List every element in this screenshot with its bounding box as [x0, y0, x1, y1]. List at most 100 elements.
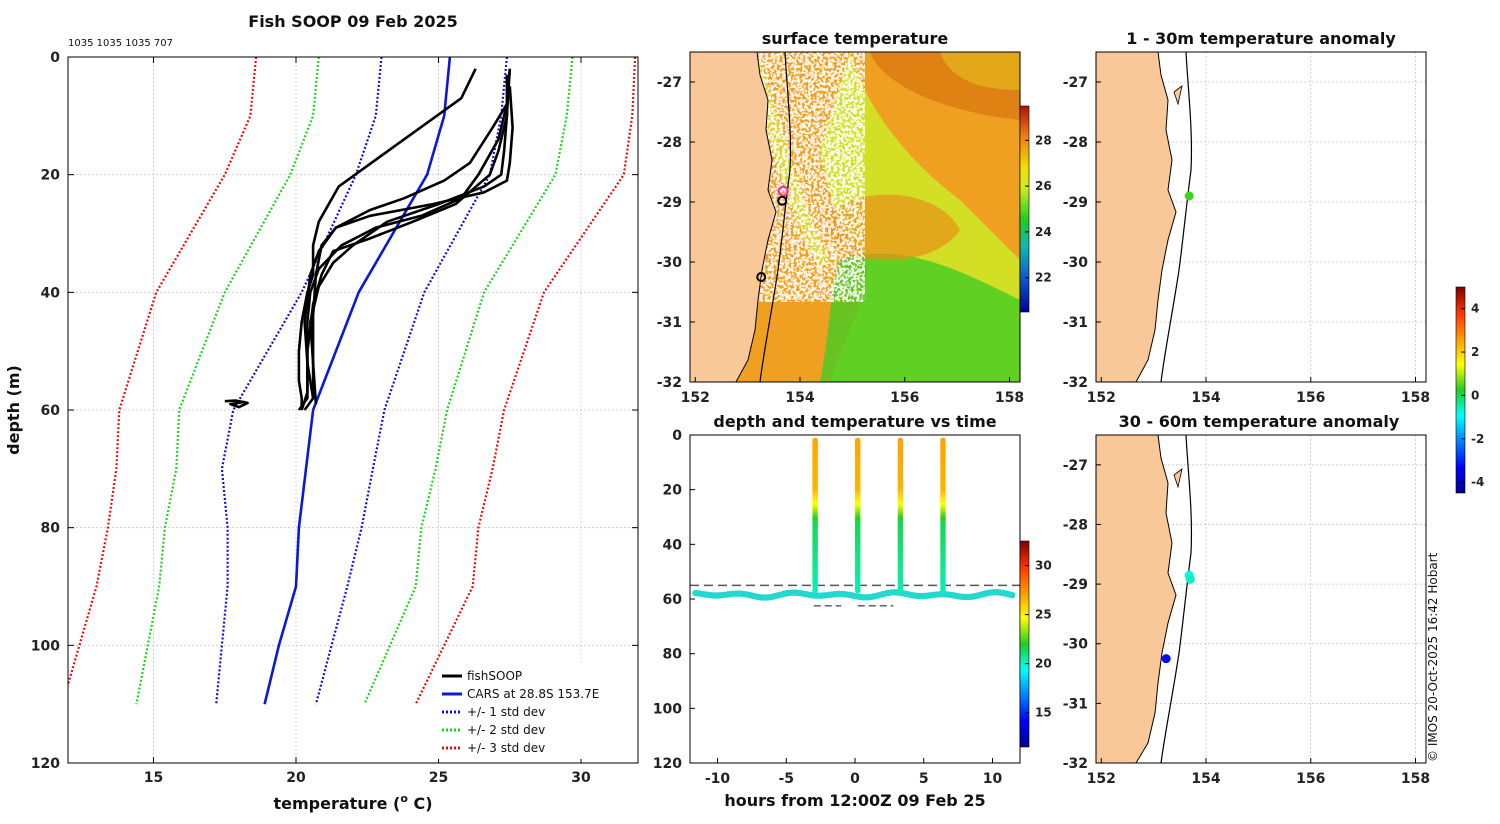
sst-cool-field	[820, 253, 1020, 382]
surface-isobath	[759, 52, 792, 382]
time-xtick: -5	[778, 771, 794, 787]
surface-xtick: 156	[890, 390, 919, 406]
time-colorbar	[1019, 540, 1030, 748]
profile-ytick: 120	[31, 756, 60, 772]
profile-series-line	[215, 57, 383, 705]
surface-cbar-tick: 22	[1035, 271, 1052, 285]
time-ytick: 80	[663, 647, 683, 663]
profile-subtitle: 1035 1035 1035 707	[68, 38, 173, 49]
profile-chart: Fish SOOP 09 Feb 2025 1035 1035 1035 707…	[4, 12, 639, 813]
anom2-xtick: 154	[1191, 771, 1220, 787]
anom1-ytick: -30	[1063, 255, 1089, 271]
anom1-ytick: -32	[1063, 375, 1088, 391]
profile-xtick: 20	[286, 770, 306, 786]
profile-title: Fish SOOP 09 Feb 2025	[248, 12, 457, 31]
profile-ytick: 0	[50, 50, 60, 66]
profile-series-line	[314, 57, 508, 705]
anom1-xtick: 154	[1191, 390, 1220, 406]
profile-legend: fishSOOP CARS at 28.8S 153.7E +/- 1 std …	[437, 662, 633, 759]
anom2-ytick: -27	[1063, 458, 1088, 474]
surface-temperature-map: surface temperature 152 154 156 158 -27 -28 -2…	[657, 29, 1052, 406]
anomaly-colorbar-bar	[1455, 286, 1466, 494]
surface-ytick: -29	[657, 195, 682, 211]
time-ytick: 60	[663, 592, 683, 608]
timestamp-label: © IMOS 20-Oct-2025 16:42 Hobart	[1426, 552, 1440, 762]
surface-pink-circle-marker	[777, 185, 789, 197]
anomaly-cbar-tick: -2	[1471, 432, 1484, 446]
profile-xlabel: temperature (o C)	[273, 792, 432, 813]
anomaly-cbar-tick: 0	[1471, 388, 1479, 402]
profile-series-line	[309, 74, 509, 399]
anom1-ytick: -28	[1063, 135, 1088, 151]
anomaly-map-30-60m: 30 - 60m temperature anomaly 152 154 156 15…	[1063, 412, 1430, 787]
profile-xtick: 25	[429, 770, 448, 786]
anom1-ytick: -29	[1063, 195, 1088, 211]
legend-label-cars: CARS at 28.8S 153.7E	[467, 687, 599, 701]
anomaly-colorbar: 4 2 0 -2 -4	[1455, 286, 1484, 494]
anom1-xtick: 158	[1401, 390, 1430, 406]
anom1-ytick: -27	[1063, 75, 1088, 91]
surface-ytick: -30	[657, 255, 683, 271]
profile-ytick: 20	[41, 168, 61, 184]
time-xtick: -10	[705, 771, 731, 787]
anom2-isobath	[1160, 435, 1193, 763]
profile-ytick: 60	[41, 403, 61, 419]
profile-series-line	[297, 103, 509, 411]
profile-series-line	[68, 57, 258, 689]
profile-series-line	[311, 86, 514, 405]
anom1-island	[1173, 85, 1183, 106]
surface-colorbar	[1019, 105, 1030, 313]
time-ytick: 100	[653, 701, 682, 717]
surface-cbar-tick: 26	[1035, 179, 1052, 193]
anomaly-cbar-tick: -4	[1471, 475, 1484, 489]
time-cast-point	[812, 587, 818, 594]
anom2-frame	[1095, 434, 1427, 764]
time-ytick: 0	[672, 428, 682, 444]
surface-ytick: -32	[657, 375, 682, 391]
profile-series-line	[263, 57, 452, 705]
anom1-land	[1096, 52, 1177, 382]
legend-box	[437, 662, 633, 759]
legend-label-std1: +/- 1 std dev	[467, 705, 545, 719]
anom2-ytick: -29	[1063, 577, 1088, 593]
time-cbar-tick: 15	[1035, 706, 1052, 720]
time-ytick: 40	[663, 537, 683, 553]
time-cbar-tick: 20	[1035, 657, 1052, 671]
profile-series-line	[414, 57, 637, 705]
surface-cbar-tick: 28	[1035, 133, 1052, 147]
profile-ylabel: depth (m)	[4, 365, 23, 455]
anom1-ytick: -31	[1063, 315, 1088, 331]
anom2-title: 30 - 60m temperature anomaly	[1119, 412, 1400, 431]
surface-ytick: -27	[657, 75, 682, 91]
time-title: depth and temperature vs time	[713, 412, 996, 431]
anomaly-cbar-tick: 4	[1471, 302, 1479, 316]
anom1-frame	[1095, 51, 1427, 383]
anom1-point	[1184, 191, 1194, 201]
surface-ytick: -31	[657, 315, 682, 331]
time-cast-point	[854, 587, 861, 594]
anom1-isobath	[1160, 52, 1193, 382]
time-xtick: 0	[850, 771, 860, 787]
anom2-ytick: -31	[1063, 696, 1088, 712]
anom2-xtick: 156	[1296, 771, 1325, 787]
anom2-island	[1173, 468, 1183, 489]
anom2-point	[1161, 654, 1171, 664]
profile-ytick: 40	[41, 285, 61, 301]
time-cast-point	[897, 587, 904, 594]
surface-xtick: 154	[785, 390, 814, 406]
anom2-ytick: -30	[1063, 637, 1089, 653]
profile-ytick: 100	[31, 638, 60, 654]
time-xtick: 10	[983, 771, 1003, 787]
anom2-xtick: 158	[1401, 771, 1430, 787]
time-xtick: 5	[919, 771, 929, 787]
anom2-ytick: -32	[1063, 756, 1088, 772]
depth-time-chart: depth and temperature vs time -10 -5 0 5 100…	[653, 412, 1052, 810]
profile-ytick: 80	[41, 521, 61, 537]
profile-series-line	[135, 57, 320, 705]
legend-label-std2: +/- 2 std dev	[467, 723, 545, 737]
surface-cbar-tick: 24	[1035, 225, 1052, 239]
anom2-xtick: 152	[1087, 771, 1116, 787]
profile-xtick: 30	[571, 770, 591, 786]
time-bottom-point	[1009, 591, 1016, 599]
